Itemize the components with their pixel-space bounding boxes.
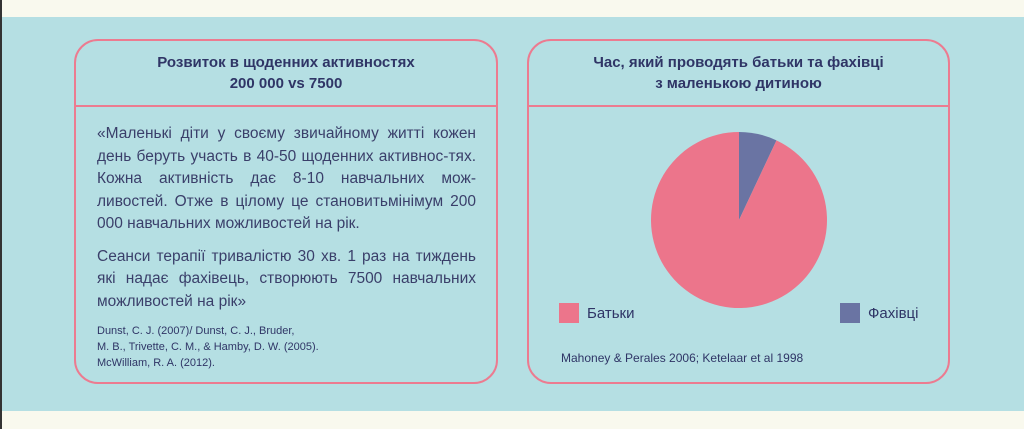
legend-item-parents: Батьки — [559, 303, 634, 323]
reference: Dunst, C. J. (2007)/ Dunst, C. J., Brude… — [97, 325, 295, 337]
chart-title-line2: з маленькою дитиною — [655, 75, 822, 92]
window-edge — [0, 0, 2, 429]
activities-card: Розвиток в щоденних активностях 200 000 … — [74, 39, 498, 384]
legend-label-specialists: Фахівці — [868, 304, 919, 322]
reference: McWilliam, R. A. (2012). — [97, 357, 215, 369]
activities-subtitle: 200 000 vs 7500 — [229, 75, 343, 92]
activities-card-header: Розвиток в щоденних активностях 200 000 … — [76, 41, 496, 107]
time-chart-card: Час, який проводять батьки та фахівці з … — [527, 39, 950, 384]
chart-title-line1: Час, який проводять батьки та фахівці — [593, 54, 884, 71]
legend-swatch-parents — [559, 303, 579, 323]
legend-label-parents: Батьки — [587, 304, 635, 322]
reference: M. B., Trivette, C. M., & Hamby, D. W. (… — [97, 341, 319, 353]
legend-swatch-specialists — [840, 303, 860, 323]
pie-chart — [651, 132, 827, 308]
legend-item-specialists: Фахівці — [840, 303, 918, 323]
pie-slice-specialists — [739, 132, 777, 220]
activities-title: Розвиток в щоденних активностях — [157, 54, 415, 71]
quote-paragraph-1: «Маленькі діти у своєму звичайному житті… — [97, 125, 476, 232]
quote-paragraph-2: Сеанси терапії тривалістю 30 хв. 1 раз н… — [97, 247, 476, 310]
pie-slice-parents — [651, 132, 827, 308]
background-band — [2, 17, 1024, 411]
chart-source: Mahoney & Perales 2006; Ketelaar et al 1… — [561, 351, 804, 365]
chart-header: Час, який проводять батьки та фахівці з … — [529, 41, 948, 107]
references: Dunst, C. J. (2007)/ Dunst, C. J., Brude… — [97, 323, 476, 371]
